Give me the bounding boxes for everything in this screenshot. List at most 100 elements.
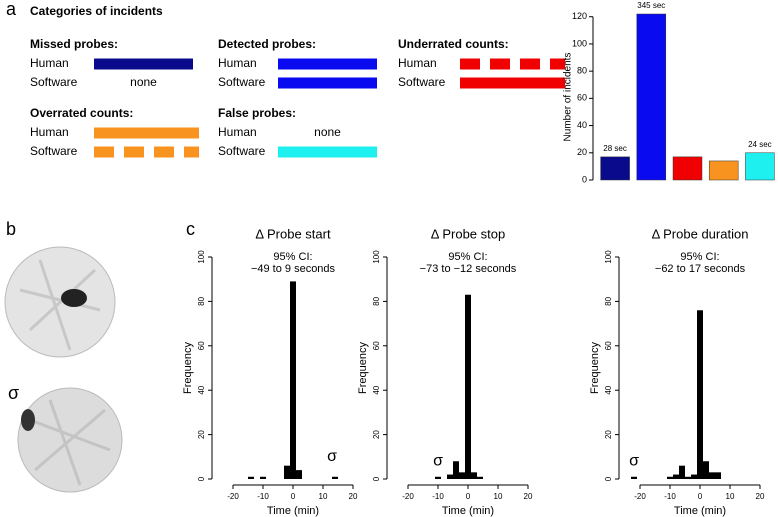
chart-subtitle: −62 to 17 seconds: [655, 263, 746, 275]
bar-label: 28 sec: [603, 144, 627, 153]
histogram-bar: [691, 474, 697, 479]
histogram-bar: [685, 476, 691, 479]
y-tick-label: 80: [197, 296, 206, 305]
x-tick-label: -20: [227, 492, 239, 501]
x-tick-label: 10: [319, 492, 328, 501]
x-tick-label: 20: [756, 492, 765, 501]
x-tick-label: 0: [466, 492, 471, 501]
chart-subtitle: −73 to −12 seconds: [420, 263, 517, 275]
y-axis-label: Frequency: [589, 342, 601, 394]
x-tick-label: 0: [698, 492, 703, 501]
legend-row-label: Software: [30, 75, 78, 89]
legend-group-name: Overrated counts:: [30, 106, 133, 120]
bar: [636, 13, 667, 181]
x-tick-label: -10: [432, 492, 444, 501]
y-tick-label: 40: [197, 385, 206, 394]
y-tick-label: 0: [197, 476, 206, 481]
brain-image: [4, 246, 116, 358]
legend-none: none: [314, 125, 341, 139]
histogram-bar: [284, 465, 290, 479]
chart-subtitle: −49 to 9 seconds: [251, 263, 336, 275]
histogram-bar: [248, 476, 254, 479]
chart-title: Δ Probe stop: [431, 226, 505, 241]
y-tick-label: 80: [577, 66, 587, 76]
y-axis-label: Number of incidents: [563, 53, 574, 142]
y-axis-label: Frequency: [182, 342, 194, 394]
y-tick-label: 20: [604, 430, 613, 439]
y-tick-label: 40: [577, 120, 587, 130]
y-tick-label: 40: [604, 385, 613, 394]
histogram-bar: [471, 472, 477, 479]
legend-row-label: Human: [30, 125, 69, 139]
y-tick-label: 60: [197, 341, 206, 350]
bar: [600, 156, 630, 181]
bar: [672, 156, 703, 181]
y-axis-label: Frequency: [357, 342, 369, 394]
y-tick-label: 20: [372, 430, 381, 439]
chart-title: Δ Probe duration: [652, 226, 749, 241]
legend-row-label: Human: [218, 56, 257, 70]
panel-label: b: [6, 219, 16, 239]
histogram-bar: [447, 474, 453, 479]
histogram-bar: [477, 476, 483, 479]
histogram-bar: [260, 476, 266, 479]
histogram-bar: [459, 472, 465, 479]
histogram-bar: [667, 476, 673, 479]
histogram-bar: [332, 476, 338, 479]
histogram-bar: [453, 461, 459, 479]
x-tick-label: -10: [664, 492, 676, 501]
histogram-bar: [715, 472, 721, 479]
x-tick-label: 20: [524, 492, 533, 501]
x-axis-label: Time (min): [267, 505, 319, 517]
y-tick-label: 0: [582, 174, 587, 184]
sigma-label: σ: [8, 383, 19, 403]
legend-row-label: Software: [218, 75, 266, 89]
legend-row-label: Software: [398, 75, 446, 89]
y-tick-label: 60: [604, 341, 613, 350]
y-tick-label: 100: [372, 250, 381, 264]
legend-group-name: Missed probes:: [30, 37, 118, 51]
x-tick-label: -10: [257, 492, 269, 501]
bar-label: 345 sec: [637, 1, 665, 10]
y-tick-label: 20: [197, 430, 206, 439]
histogram-bar: [296, 470, 302, 479]
chart-subtitle: 95% CI:: [448, 251, 487, 263]
legend-group-name: Detected probes:: [218, 37, 316, 51]
y-tick-label: 40: [372, 385, 381, 394]
x-tick-label: -20: [402, 492, 414, 501]
legend-row-label: Software: [218, 144, 266, 158]
annotation: σ: [433, 452, 443, 469]
panel-label: c: [186, 219, 195, 239]
chart-subtitle: 95% CI:: [273, 251, 312, 263]
annotation: σ: [327, 448, 337, 465]
bar: [745, 152, 775, 181]
histogram-bar: [697, 310, 703, 479]
panel-label: a: [6, 0, 17, 19]
y-tick-label: 120: [572, 11, 587, 21]
legend-row-label: Human: [398, 56, 437, 70]
y-tick-label: 80: [604, 296, 613, 305]
y-tick-label: 60: [577, 93, 587, 103]
histogram-bar: [631, 476, 637, 479]
y-tick-label: 60: [372, 341, 381, 350]
histogram-bar: [435, 476, 441, 479]
legend-group-name: Underrated counts:: [398, 37, 509, 51]
y-tick-label: 0: [604, 476, 613, 481]
x-tick-label: 20: [349, 492, 358, 501]
bar: [708, 160, 739, 181]
histogram-bar: [673, 474, 679, 479]
y-tick-label: 80: [372, 296, 381, 305]
y-tick-label: 0: [372, 476, 381, 481]
x-axis-label: Time (min): [674, 505, 726, 517]
brain-image: [17, 387, 123, 493]
chart-title: Δ Probe start: [255, 226, 331, 241]
x-tick-label: 0: [291, 492, 296, 501]
histogram-bar: [465, 294, 471, 479]
annotation: σ: [629, 452, 639, 469]
y-tick-label: 20: [577, 147, 587, 157]
histogram-bar: [703, 461, 709, 479]
histogram-bar: [290, 281, 296, 479]
y-tick-label: 100: [197, 250, 206, 264]
legend-row-label: Software: [30, 144, 78, 158]
